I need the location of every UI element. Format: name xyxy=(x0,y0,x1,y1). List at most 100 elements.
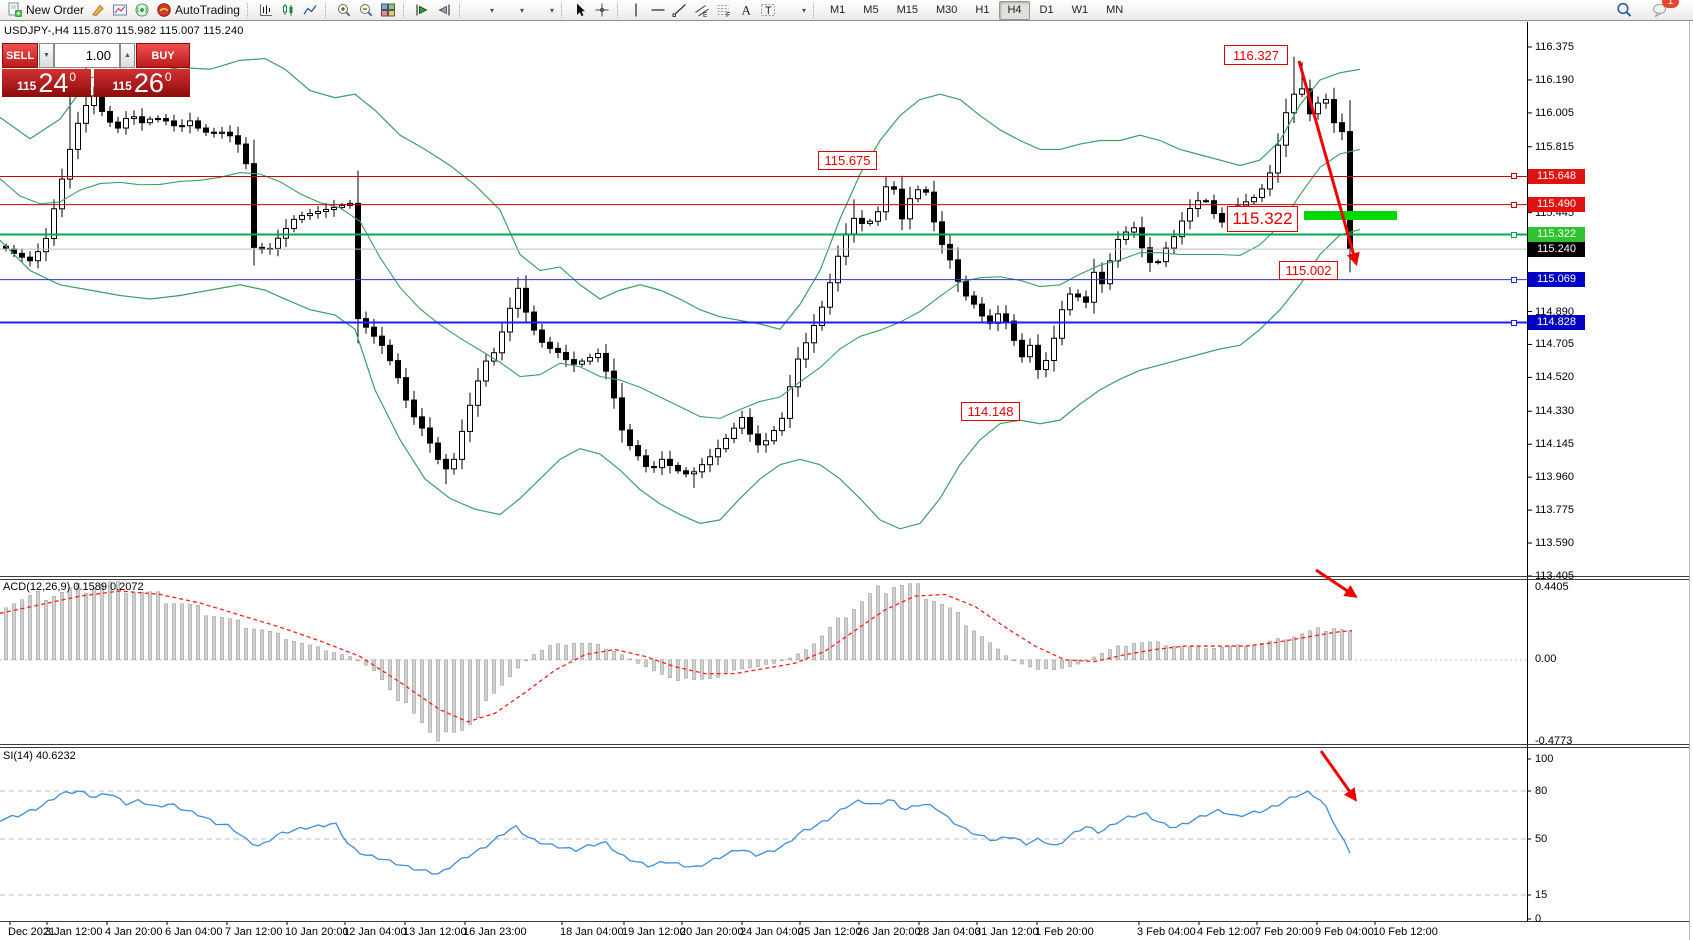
sounds-icon xyxy=(135,3,149,17)
toolbar-crayon-button[interactable] xyxy=(87,1,109,19)
chart-shift-icon xyxy=(438,4,450,16)
timeframe-m30-button[interactable]: M30 xyxy=(935,3,958,16)
template-icon xyxy=(530,2,546,18)
zoom-in-icon xyxy=(337,4,351,17)
timeframe-m1-button[interactable]: M1 xyxy=(830,3,846,16)
toolbar-autotrading-button[interactable]: AutoTrading xyxy=(153,1,243,19)
toolbar-sounds-button[interactable] xyxy=(131,1,153,19)
line-handle[interactable] xyxy=(1511,201,1517,208)
search-button[interactable] xyxy=(1613,1,1635,19)
toolbar-separator xyxy=(324,2,329,18)
price-badge: 115.069 xyxy=(1528,272,1585,288)
timeframe-h4-button[interactable]: H4 xyxy=(999,0,1030,20)
price-tick: 113.775 xyxy=(1535,504,1574,517)
line-handle[interactable] xyxy=(1511,276,1517,283)
toolbar-text-button[interactable]: A xyxy=(735,1,757,19)
autotrading-icon xyxy=(157,3,171,17)
toolbar-bar-chart-button[interactable] xyxy=(255,1,277,19)
time-label: 6 Jan 04:00 xyxy=(165,926,223,938)
time-label: 31 Jan 12:00 xyxy=(975,926,1039,938)
price-annotation[interactable]: 114.148 xyxy=(961,402,1020,421)
macd-scale-min: -0.4773 xyxy=(1535,735,1573,747)
toolbar-separator xyxy=(617,2,621,18)
toolbar-channel-button[interactable]: E xyxy=(691,1,713,19)
new-order-icon xyxy=(8,2,22,17)
main-chart-panel[interactable] xyxy=(0,56,1527,530)
toolbar-crosshair-button[interactable] xyxy=(591,1,613,19)
price-annotation[interactable]: 115.322 xyxy=(1227,206,1298,232)
price-annotation[interactable]: 115.002 xyxy=(1279,261,1338,280)
ask-price-display[interactable]: 115 26 0 xyxy=(94,69,190,97)
new-chart-icon xyxy=(470,2,486,18)
svg-text:E: E xyxy=(703,12,708,18)
toolbar-text-label-button[interactable]: T xyxy=(757,1,779,19)
svg-text:T: T xyxy=(765,5,772,17)
timeframe-mn-button[interactable]: MN xyxy=(1106,3,1124,16)
separator-macd-rsi xyxy=(0,744,1689,745)
toolbar-trendline-button[interactable] xyxy=(669,1,691,19)
svg-text:A: A xyxy=(742,3,752,18)
rsi-level-label: 15 xyxy=(1535,889,1548,901)
volume-input[interactable] xyxy=(54,43,120,68)
toolbar-horizontal-line-button[interactable] xyxy=(647,1,669,19)
line-handle[interactable] xyxy=(1511,319,1517,326)
toolbar-chart-shift-button[interactable] xyxy=(433,1,455,19)
toolbar-zoom-out-button[interactable] xyxy=(355,1,377,19)
toolbar-tile-windows-button[interactable] xyxy=(377,1,399,19)
timeframe-m5-button[interactable]: M5 xyxy=(863,3,879,16)
line-chart-icon xyxy=(303,5,317,15)
toolbar-separator xyxy=(246,2,251,18)
toolbar-candle-chart-button[interactable] xyxy=(277,1,299,19)
rsi-indicator-label: SI(14) 40.6232 xyxy=(3,750,76,762)
toolbar-vertical-line-button[interactable] xyxy=(625,1,647,19)
price-tick: 116.190 xyxy=(1535,73,1574,86)
toolbar-new-order-button[interactable]: New Order xyxy=(4,1,87,19)
bid-price-display[interactable]: 115 24 0 xyxy=(2,69,91,97)
price-tick: 115.815 xyxy=(1535,140,1574,153)
toolbar-arrows-dd-button[interactable]: ▾ xyxy=(779,1,809,19)
price-annotation[interactable]: 115.675 xyxy=(818,151,877,170)
volume-decrease-button[interactable]: ▼ xyxy=(39,43,54,68)
zoom-out-icon xyxy=(359,4,373,17)
community-button[interactable]: 1 xyxy=(1649,0,1679,19)
timeframe-m15-button[interactable]: M15 xyxy=(896,3,918,16)
arrows-icon xyxy=(782,2,798,18)
buy-button[interactable]: BUY xyxy=(136,43,190,68)
toolbar-publish-chart-button[interactable] xyxy=(109,1,131,19)
horizontal-line-icon xyxy=(651,9,665,11)
macd-indicator-label: ACD(12,26,9) 0.1589 0.2072 xyxy=(3,581,144,593)
toolbar-zoom-in-button[interactable] xyxy=(333,1,355,19)
price-tick: 114.145 xyxy=(1535,438,1574,451)
timeframe-h1-button[interactable]: H1 xyxy=(975,3,990,16)
toolbar-right-group: 1 xyxy=(1613,0,1689,19)
rsi-panel[interactable] xyxy=(0,790,1527,896)
bid-price-major: 115 xyxy=(16,79,37,93)
toolbar-template-dd-button[interactable]: ▾ xyxy=(527,1,557,19)
price-axis xyxy=(9,22,1532,925)
volume-increase-button[interactable]: ▲ xyxy=(120,43,135,68)
line-handle[interactable] xyxy=(1511,173,1517,180)
toolbar-separator xyxy=(402,2,407,18)
price-annotation[interactable]: 116.327 xyxy=(1224,45,1288,65)
time-label: 26 Jan 20:00 xyxy=(857,926,921,938)
separator-rsi-timeaxis xyxy=(0,921,1689,922)
toolbar-separator xyxy=(561,2,565,18)
timeframe-d1-button[interactable]: D1 xyxy=(1039,3,1054,16)
sell-button[interactable]: SELL xyxy=(2,43,38,68)
timeframe-w1-button[interactable]: W1 xyxy=(1071,3,1089,16)
toolbar-line-chart-button[interactable] xyxy=(299,1,321,19)
toolbar-auto-scroll-button[interactable] xyxy=(411,1,433,19)
toolbar-new-chart-dd-button[interactable]: ▾ xyxy=(467,1,497,19)
macd-panel[interactable] xyxy=(0,580,1527,742)
toolbar-fibonacci-button[interactable]: F xyxy=(713,1,735,19)
line-handle[interactable] xyxy=(1511,231,1517,238)
price-badge: 115.648 xyxy=(1528,168,1585,184)
time-label: 19 Jan 12:00 xyxy=(622,926,686,938)
time-label: 12 Jan 04:00 xyxy=(343,926,407,938)
toolbar-cursor-button[interactable] xyxy=(569,1,591,19)
toolbar-periods-dd-button[interactable]: ▾ xyxy=(497,1,527,19)
time-label: 10 Jan 20:00 xyxy=(285,926,349,938)
one-click-trading-panel: SELL ▼ ▲ BUY 115 24 0 115 26 0 xyxy=(2,43,190,97)
